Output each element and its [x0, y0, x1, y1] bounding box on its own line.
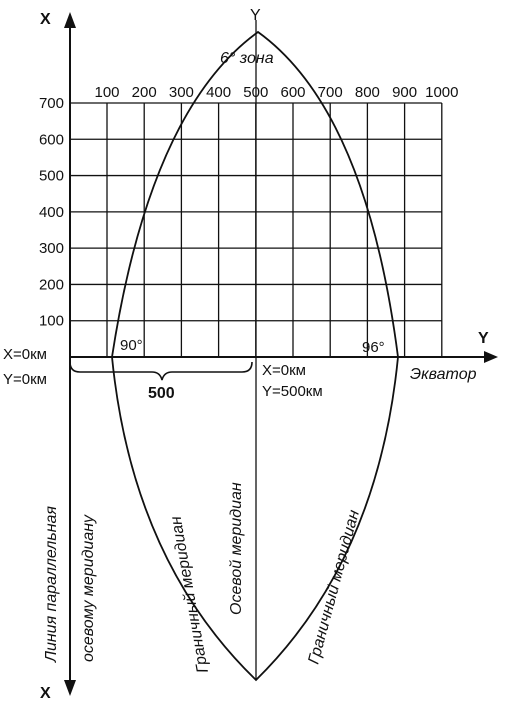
top-tick-label: 1000	[425, 84, 458, 101]
origin-x-label: X=0км	[3, 346, 47, 363]
left-tick-label: 100	[39, 313, 64, 330]
top-tick-label: 900	[392, 84, 417, 101]
x-axis-label-bottom: X	[40, 685, 51, 702]
left-tick-label: 400	[39, 204, 64, 221]
left-tick-label: 700	[39, 95, 64, 112]
parallel-line-label-1: Линия параллельная	[43, 506, 60, 663]
axial-meridian-label: Осевой меридиан	[228, 482, 245, 615]
top-tick-label: 100	[94, 84, 119, 101]
zone-label: 6° зона	[220, 50, 274, 67]
left-tick-label: 500	[39, 168, 64, 185]
x-axis-arrowhead-bottom	[64, 680, 76, 696]
top-tick-label: 400	[206, 84, 231, 101]
top-tick-label: 800	[355, 84, 380, 101]
equator-label: Экватор	[410, 366, 477, 383]
left-tick-label: 200	[39, 276, 64, 293]
top-tick-label: 500	[243, 84, 268, 101]
angle-label-left: 90°	[120, 337, 143, 354]
top-tick-label: 300	[169, 84, 194, 101]
span-brace	[69, 361, 253, 381]
y-axis-arrowhead	[484, 351, 498, 363]
origin-y-label: Y=0км	[3, 371, 47, 388]
parallel-line-label-2: осевому меридиану	[80, 514, 97, 662]
y-axis-label-right: Y	[478, 330, 489, 347]
x-axis-arrowhead-top	[64, 12, 76, 28]
top-tick-label: 200	[132, 84, 157, 101]
y-axis-label-top: Y	[250, 7, 261, 24]
left-tick-labels: 700 600 500 400 300 200 100	[39, 95, 64, 330]
zone-outline-top	[111, 30, 399, 358]
angle-label-right: 96°	[362, 339, 385, 356]
left-tick-label: 300	[39, 240, 64, 257]
center-y-label: Y=500км	[262, 383, 323, 400]
right-boundary-meridian-label: Граничный меридиан	[305, 508, 363, 666]
top-tick-label: 600	[280, 84, 305, 101]
center-x-label: X=0км	[262, 362, 306, 379]
left-tick-label: 600	[39, 131, 64, 148]
left-boundary-meridian-label: Граничный меридиан	[168, 515, 212, 675]
span-label: 500	[148, 385, 175, 402]
top-tick-label: 700	[318, 84, 343, 101]
x-axis-label-top: X	[40, 11, 51, 28]
top-tick-labels: 100 200 300 400 500 600 700 800 900 1000	[94, 84, 458, 101]
